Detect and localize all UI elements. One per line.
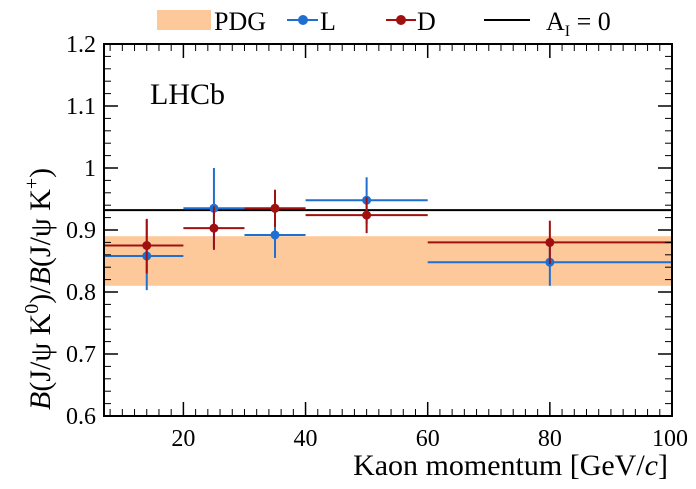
y-axis-label: B(J/ψ K0)/B(J/ψ K+) <box>21 168 57 410</box>
legend: PDG L D AI = 0 <box>157 7 611 40</box>
x-axis-label-end: ] <box>658 449 668 482</box>
tick-layer: 20 40 60 80 100 0.6 0.7 0.8 0.9 1 1.1 1.2 <box>66 32 688 452</box>
x-axis-label-italic: c <box>645 449 658 482</box>
y-label-sup2: + <box>21 178 43 189</box>
legend-ref-label-rest: = 0 <box>570 7 611 36</box>
x-tick-label: 60 <box>416 426 440 452</box>
x-tick-label: 20 <box>171 426 195 452</box>
legend-l-label: L <box>320 7 336 36</box>
y-tick-label: 1 <box>84 156 96 182</box>
legend-pdg-swatch <box>157 10 211 30</box>
series-d-point-1 <box>183 206 245 250</box>
x-tick-label: 80 <box>538 426 562 452</box>
series-d-marker <box>270 203 280 213</box>
series-d-marker <box>142 241 152 250</box>
x-tick-label: 100 <box>652 426 688 452</box>
legend-pdg-label: PDG <box>214 7 266 36</box>
series-d-marker <box>362 210 372 220</box>
series-d-point-2 <box>244 189 306 227</box>
pdg-band <box>104 236 672 286</box>
y-label-part3: (J/ψ K <box>24 189 57 267</box>
y-tick-label: 0.8 <box>66 280 96 306</box>
y-label-b1: B <box>24 392 57 410</box>
y-label-sup1: 0 <box>21 304 43 314</box>
legend-l-marker <box>298 15 308 25</box>
legend-ref-label: AI = 0 <box>546 7 611 40</box>
x-tick-label: 40 <box>294 426 318 452</box>
legend-d-marker <box>396 15 406 25</box>
x-axis-label: Kaon momentum [GeV/c] <box>353 449 668 482</box>
x-axis-label-main: Kaon momentum [GeV/ <box>353 449 645 482</box>
series-l-marker <box>270 230 280 240</box>
y-label-part1: (J/ψ K <box>24 313 57 391</box>
y-tick-label: 0.7 <box>66 342 96 368</box>
y-tick-label: 0.9 <box>66 218 96 244</box>
series-d-point-4 <box>427 220 672 265</box>
legend-ref-label-sub: I <box>565 23 570 40</box>
series-d-marker <box>545 237 555 247</box>
y-label-part4: ) <box>24 168 57 178</box>
y-label-part2: )/ <box>24 285 57 304</box>
y-tick-label: 1.2 <box>66 32 96 58</box>
legend-ref-label-main: A <box>546 7 565 36</box>
y-label-b2: B <box>24 267 57 285</box>
series-d-point-0 <box>104 218 184 274</box>
lhcb-label: LHCb <box>150 78 225 111</box>
y-tick-label: 0.6 <box>66 404 96 430</box>
series-d-marker <box>209 223 219 233</box>
pdg-band-layer <box>104 236 672 286</box>
series-d-point-3 <box>305 197 428 234</box>
y-tick-label: 1.1 <box>66 94 96 120</box>
series-layer <box>104 168 672 291</box>
legend-d-label: D <box>417 7 436 36</box>
